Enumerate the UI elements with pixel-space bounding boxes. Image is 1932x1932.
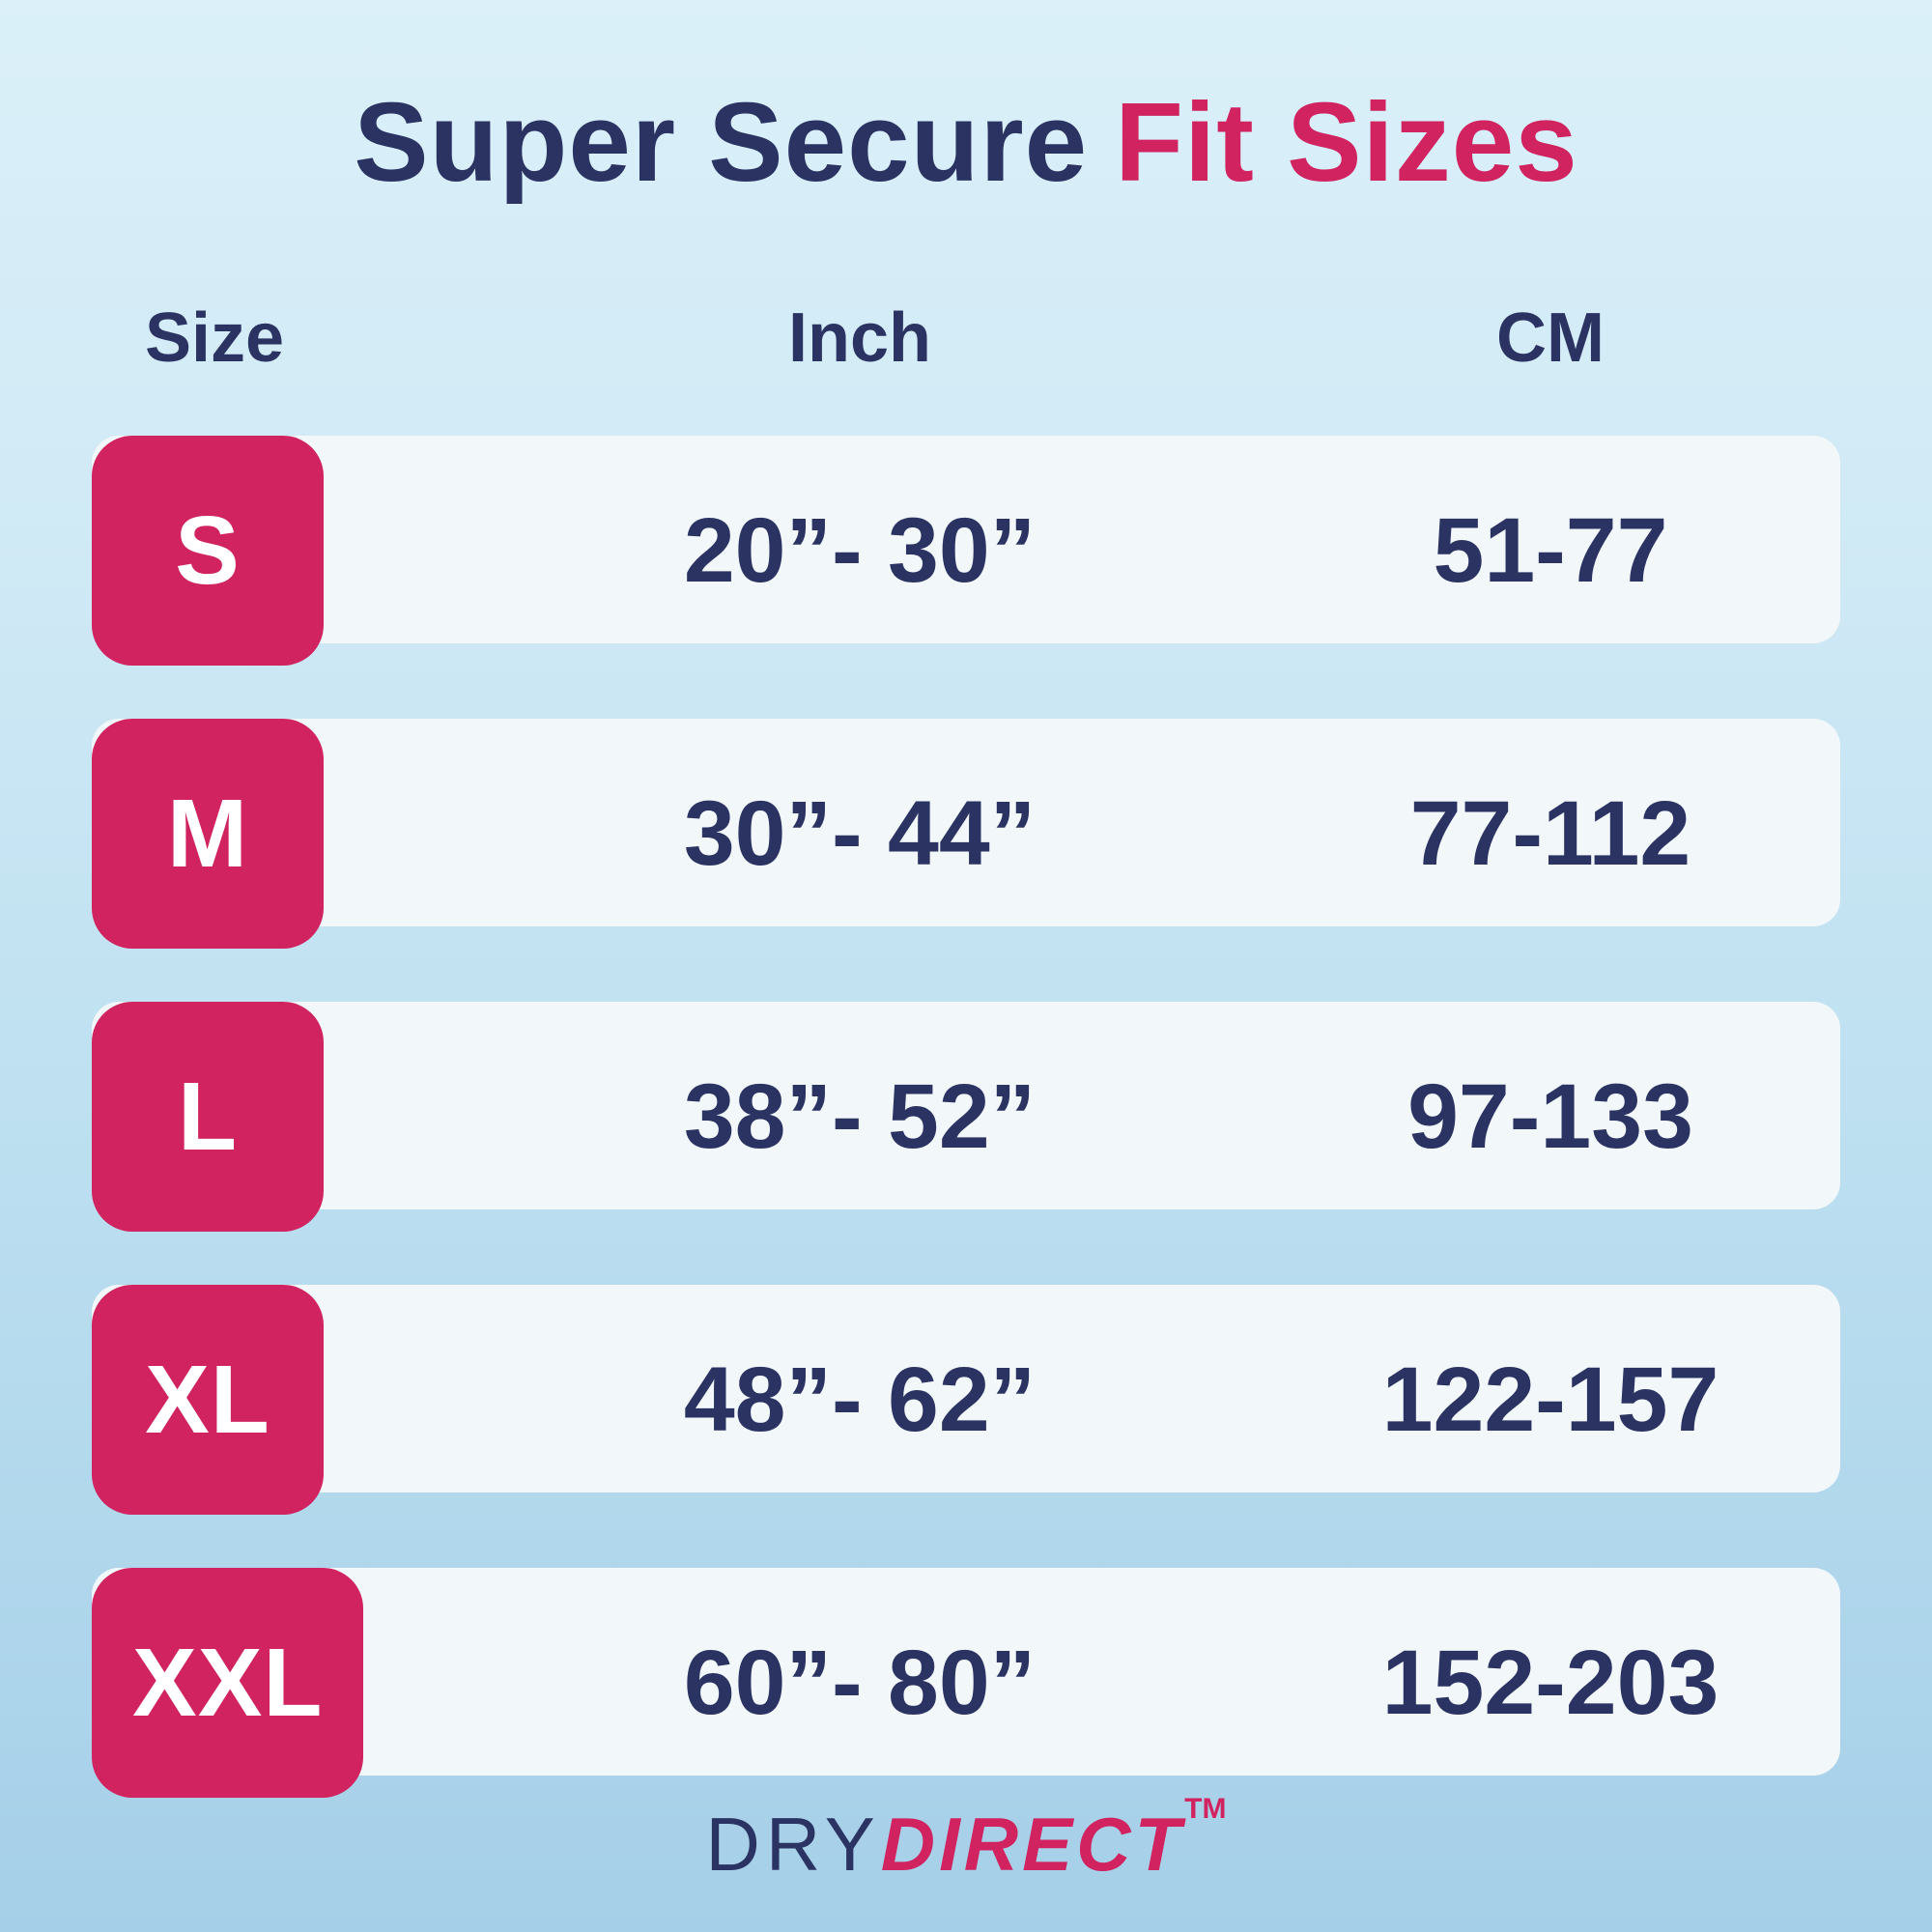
size-badge-cell: M bbox=[92, 719, 459, 949]
size-badge: XL bbox=[92, 1285, 324, 1515]
column-header-inch: Inch bbox=[787, 299, 931, 377]
inch-value: 48”- 62” bbox=[683, 1348, 1037, 1451]
table-row-s: S 20”- 30” 51-77 bbox=[92, 436, 1840, 666]
cm-value: 97-133 bbox=[1407, 1065, 1693, 1168]
inch-value: 60”- 80” bbox=[683, 1631, 1037, 1734]
size-badge: M bbox=[92, 719, 324, 949]
cm-value: 51-77 bbox=[1433, 498, 1668, 602]
column-header-cm: CM bbox=[1496, 299, 1605, 377]
inch-value: 30”- 44” bbox=[683, 781, 1037, 885]
brand-footer: DRYDIRECTTM bbox=[92, 1793, 1840, 1889]
size-badge-cell: XL bbox=[92, 1285, 459, 1515]
table-header: Size Inch CM bbox=[92, 298, 1840, 378]
cm-value: 77-112 bbox=[1409, 781, 1691, 885]
brand-dry: DRY bbox=[705, 1802, 881, 1887]
page-title: Super Secure Fit Sizes bbox=[92, 77, 1840, 207]
title-accent: Fit Sizes bbox=[1115, 79, 1578, 205]
size-badge: L bbox=[92, 1002, 324, 1232]
table-row-m: M 30”- 44” 77-112 bbox=[92, 719, 1840, 949]
column-header-size: Size bbox=[145, 299, 285, 377]
size-badge: S bbox=[92, 436, 324, 666]
inch-value: 20”- 30” bbox=[683, 498, 1037, 602]
trademark-symbol: TM bbox=[1184, 1793, 1227, 1825]
size-badge-cell: S bbox=[92, 436, 459, 666]
title-main: Super Secure bbox=[354, 79, 1089, 205]
cm-value: 122-157 bbox=[1381, 1348, 1719, 1451]
cm-value: 152-203 bbox=[1381, 1631, 1719, 1734]
table-row-xl: XL 48”- 62” 122-157 bbox=[92, 1285, 1840, 1515]
size-badge-cell: XXL bbox=[92, 1568, 459, 1798]
size-table-body: S 20”- 30” 51-77 M 30”- 44” 77-112 L 38”… bbox=[92, 436, 1840, 1798]
table-row-l: L 38”- 52” 97-133 bbox=[92, 1002, 1840, 1232]
table-row-xxl: XXL 60”- 80” 152-203 bbox=[92, 1568, 1840, 1798]
size-badge-cell: L bbox=[92, 1002, 459, 1232]
brand-direct: DIRECT bbox=[880, 1802, 1185, 1887]
inch-value: 38”- 52” bbox=[683, 1065, 1037, 1168]
size-badge: XXL bbox=[92, 1568, 364, 1798]
